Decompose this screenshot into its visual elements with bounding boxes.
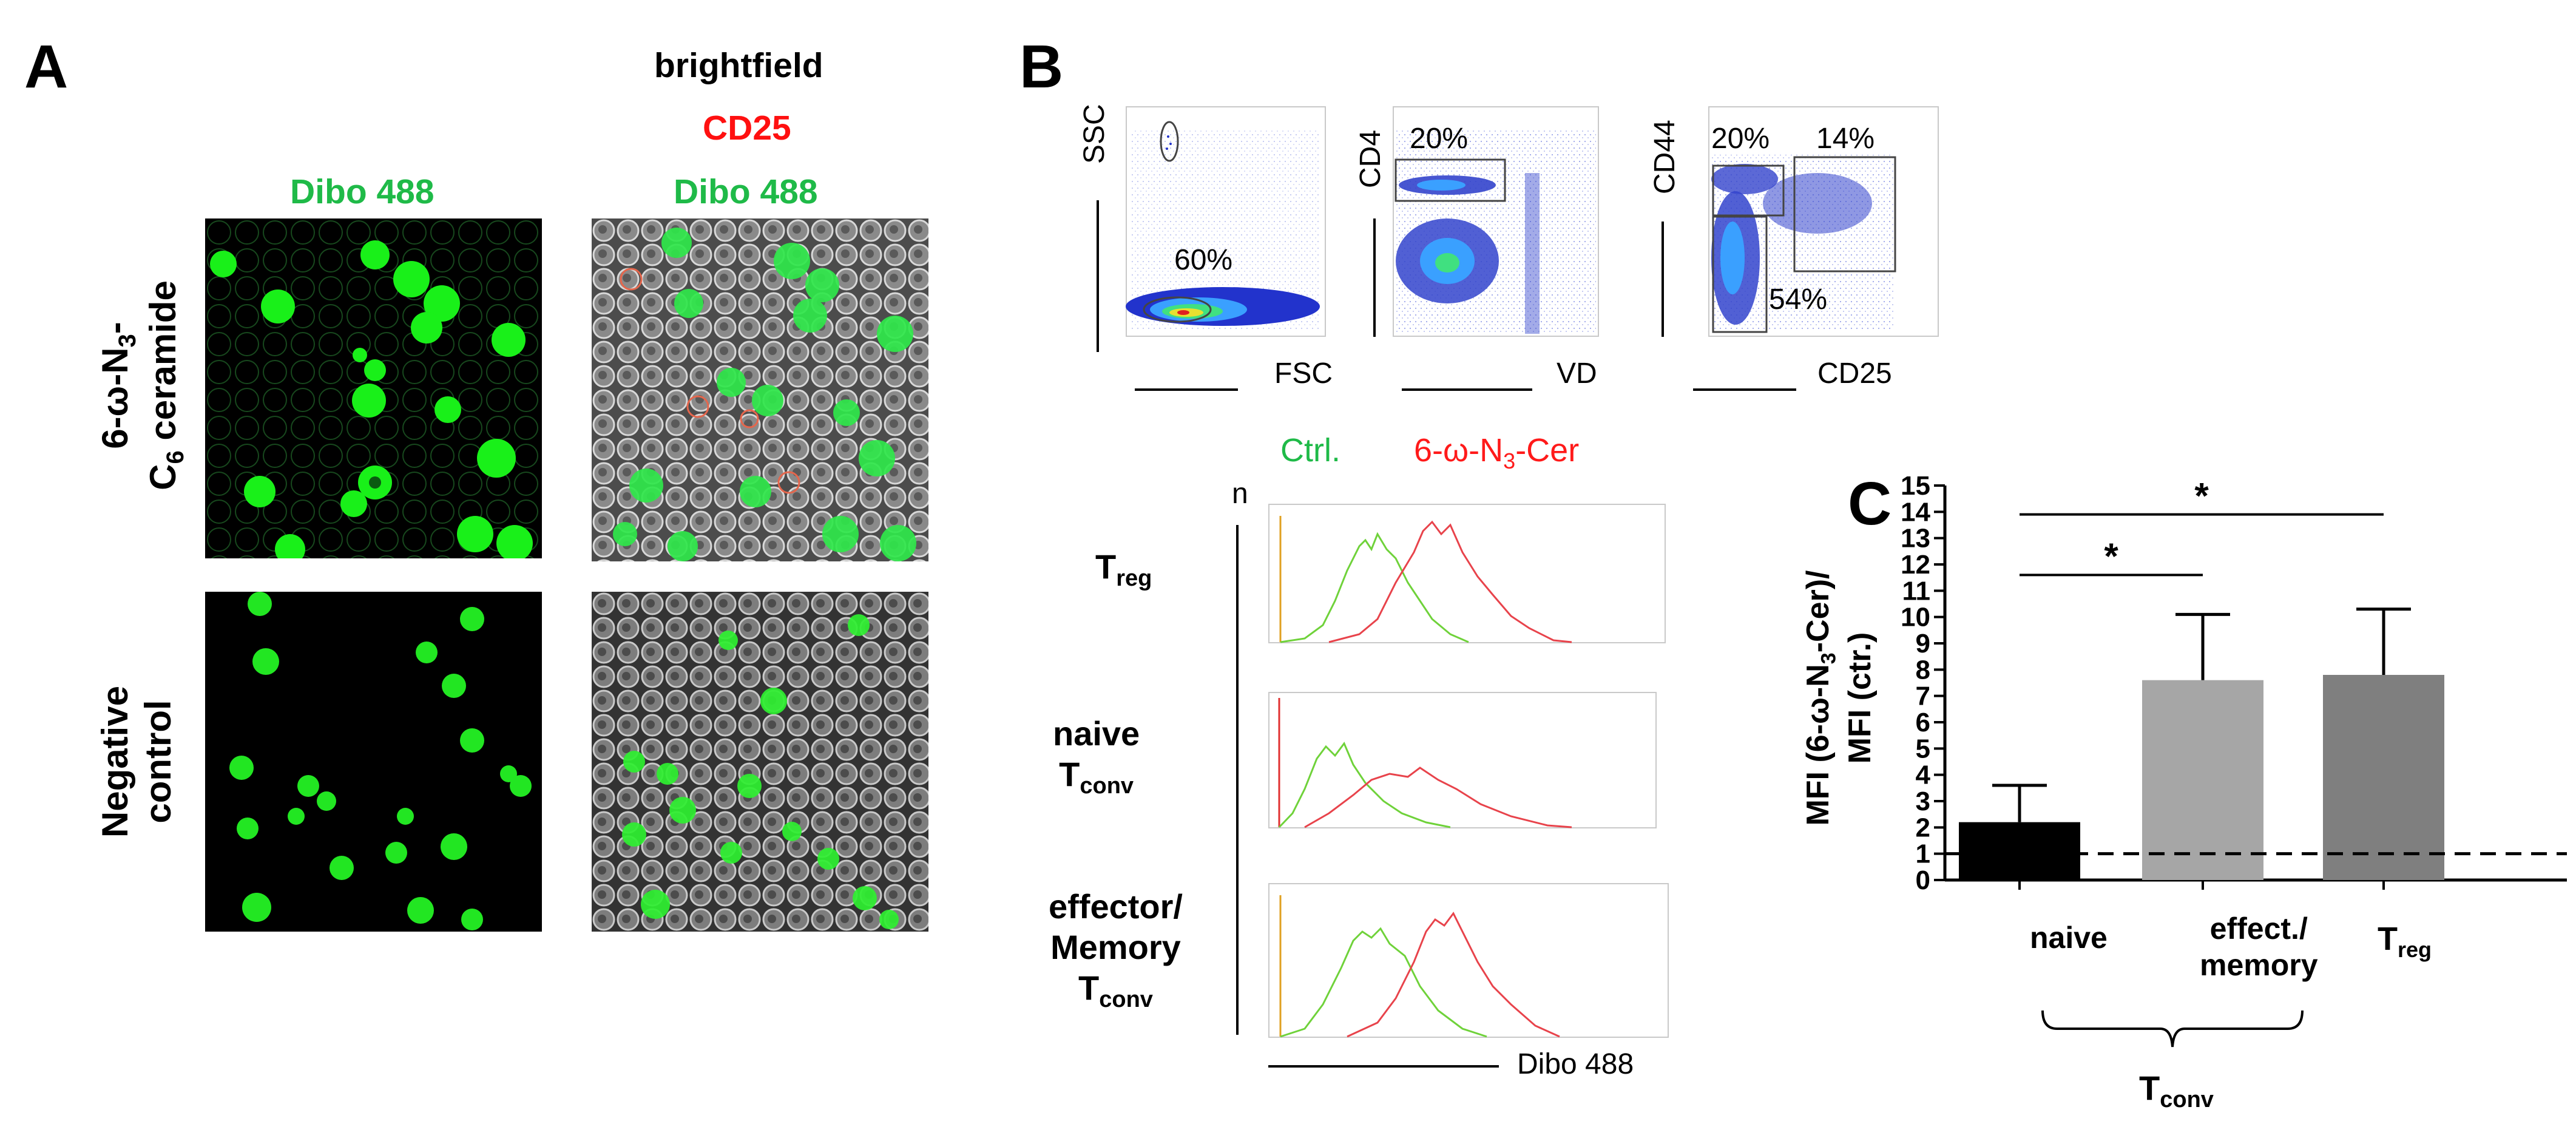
hist-y-axis-line (1236, 525, 1239, 1035)
cat-label-treg: Treg (2378, 921, 2432, 962)
flow2-y-label: CD4 (1354, 129, 1387, 188)
panel-c-letter: C (1848, 470, 1892, 538)
histogram-naive (1268, 692, 1657, 828)
hist-x-axis-line (1268, 1065, 1499, 1068)
row2-label: Negative control (95, 685, 178, 838)
flow2-y-axis-line (1373, 218, 1376, 337)
flow1-gate-pct: 60% (1174, 244, 1233, 276)
tconv-label: Tconv (2139, 1069, 2214, 1113)
flow3-x-axis-line (1693, 388, 1796, 391)
micrograph-bf-negative (592, 592, 928, 932)
legend-ctrl: Ctrl. (1280, 432, 1340, 469)
flow2-gate-pct: 20% (1410, 123, 1469, 155)
tconv-brace (2041, 1010, 2304, 1048)
cat-label-naive: naive (2030, 921, 2108, 955)
flow2-plot: 20% (1393, 106, 1599, 337)
y-tick-label: 5 (1916, 734, 1930, 763)
flow2-x-axis-line (1402, 388, 1532, 391)
flow3-x-label: CD25 (1817, 357, 1892, 390)
col1-title: Dibo 488 (290, 172, 434, 211)
legend-ceramide: 6-ω-N3-Cer (1414, 432, 1580, 473)
flow2-x-label: VD (1557, 357, 1597, 390)
ylabel-c: MFI (6-ω-N3-Cer)/ MFI (ctr.) (1800, 570, 1878, 826)
bar-2 (2142, 680, 2263, 880)
y-tick-label: 8 (1916, 655, 1930, 685)
cat-label-effect: effect./memory (2200, 912, 2318, 982)
y-tick-label: 10 (1901, 603, 1930, 632)
micrograph-fluor-ceramide (205, 218, 542, 558)
flow1-y-axis-line (1097, 200, 1099, 352)
bar-1 (1959, 822, 2080, 880)
flow1-y-label: SSC (1078, 104, 1111, 164)
flow3-gate-tl: 20% (1711, 123, 1770, 155)
histogram-effector (1268, 883, 1669, 1038)
y-tick-label: 7 (1916, 682, 1930, 711)
y-tick-label: 9 (1916, 629, 1930, 659)
bar-3 (2323, 675, 2444, 880)
col2-title-cd25: CD25 (703, 109, 791, 147)
y-tick-label: 11 (1902, 576, 1930, 606)
col2-title-dibo: Dibo 488 (674, 172, 818, 211)
panel-b-letter: B (1019, 33, 1064, 101)
y-tick-label: 3 (1916, 787, 1930, 816)
y-tick-label: 6 (1916, 708, 1930, 737)
sig-star-1: * (2194, 475, 2209, 516)
hist-x-label: Dibo 488 (1517, 1048, 1634, 1080)
hist-row3-label: effector/Memory Tconv (1049, 887, 1183, 1013)
y-tick-label: 14 (1901, 497, 1930, 527)
y-tick-label: 1 (1916, 839, 1930, 869)
y-tick-label: 15 (1901, 471, 1930, 501)
hist-y-label: n (1232, 478, 1248, 510)
flow3-plot: 20% 14% 54% (1708, 106, 1939, 337)
flow3-y-label: CD44 (1649, 120, 1681, 194)
micrograph-bf-ceramide (592, 218, 928, 561)
flow3-gate-tr: 14% (1816, 123, 1875, 155)
hist-row2-label: naive Tconv (1053, 714, 1140, 799)
y-tick-label: 12 (1901, 550, 1930, 580)
flow1-plot: 60% (1126, 106, 1326, 337)
row1-label: 6-ω-N3- C6 ceramide (95, 280, 189, 490)
histogram-treg (1268, 504, 1666, 643)
y-tick-label: 13 (1901, 524, 1930, 554)
flow1-x-axis-line (1135, 388, 1238, 391)
flow1-x-label: FSC (1274, 357, 1333, 390)
col2-title-brightfield: brightfield (654, 46, 823, 85)
panel-a-letter: A (24, 33, 69, 101)
y-tick-label: 4 (1916, 760, 1931, 790)
y-tick-label: 0 (1916, 865, 1930, 895)
hist-row1-label: Treg (1095, 547, 1152, 592)
y-tick-label: 2 (1916, 813, 1930, 842)
flow3-gate-bl: 54% (1769, 283, 1828, 316)
sig-star-2: * (2104, 536, 2118, 577)
flow3-y-axis-line (1662, 222, 1664, 337)
micrograph-fluor-negative (205, 592, 542, 932)
